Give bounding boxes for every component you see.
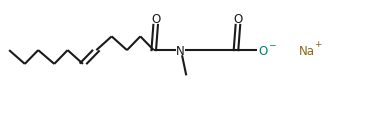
Text: O: O (151, 13, 160, 26)
Text: −: − (268, 39, 275, 48)
Text: +: + (314, 39, 322, 48)
Text: O: O (258, 44, 267, 57)
Text: N: N (176, 44, 185, 57)
Text: Na: Na (299, 44, 315, 57)
Text: O: O (233, 13, 243, 26)
